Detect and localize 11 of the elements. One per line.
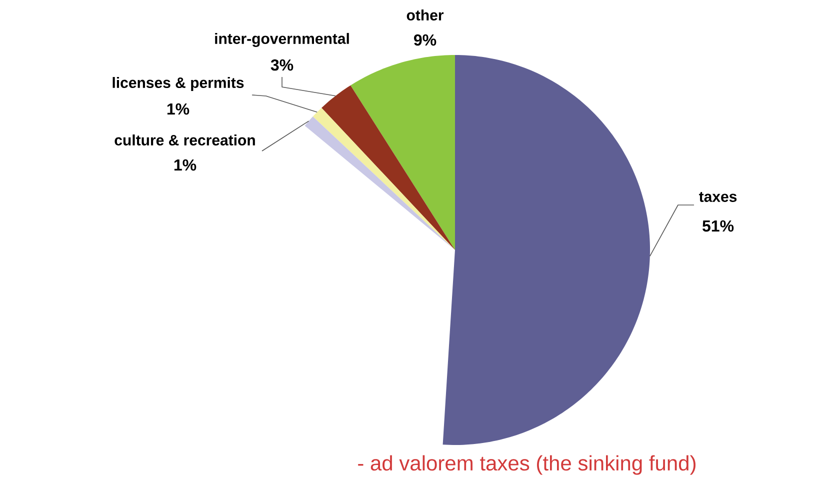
slice-label: inter-governmental (215, 32, 349, 48)
data-label: 3% (270, 59, 294, 71)
slice-label: culture & recreation (114, 134, 255, 146)
data-label: 9% (414, 34, 436, 46)
text: - ad valorem taxes (the sinking fund) (358, 455, 696, 475)
slice-label: licenses & permits (112, 76, 244, 91)
data-label: 51% (702, 220, 734, 232)
slice-label: other (406, 9, 444, 20)
slice-label: taxes (699, 192, 737, 202)
data-label: 1% (167, 103, 190, 115)
data-label: 1% (174, 159, 196, 171)
